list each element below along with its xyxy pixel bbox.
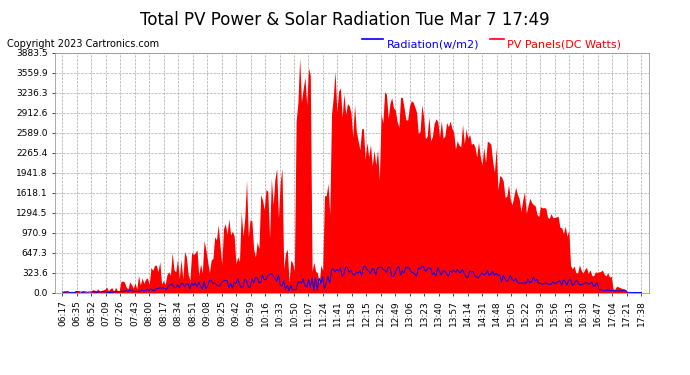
Text: PV Panels(DC Watts): PV Panels(DC Watts) <box>507 39 621 50</box>
Text: Radiation(w/m2): Radiation(w/m2) <box>386 39 479 50</box>
Text: Copyright 2023 Cartronics.com: Copyright 2023 Cartronics.com <box>7 39 159 50</box>
Text: Total PV Power & Solar Radiation Tue Mar 7 17:49: Total PV Power & Solar Radiation Tue Mar… <box>140 11 550 29</box>
